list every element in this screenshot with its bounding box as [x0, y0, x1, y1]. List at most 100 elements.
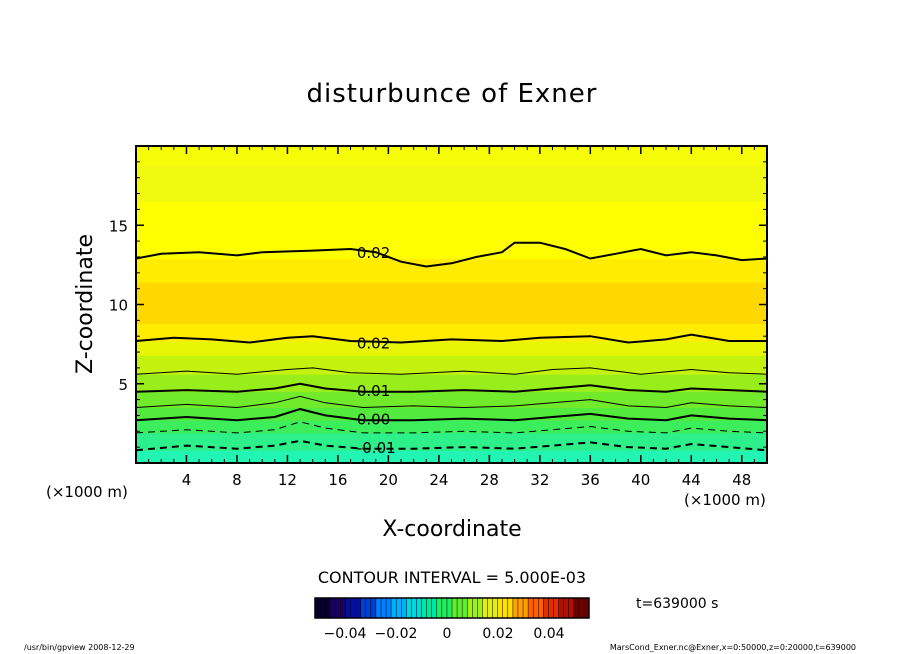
colorbar-stripe-21 [421, 598, 427, 618]
footer-right-note: MarsCond_Exner.nc@Exner,x=0:50000,z=0:20… [610, 643, 856, 652]
chart-title: disturbunce of Exner [307, 79, 598, 109]
colorbar-stripe-1 [320, 598, 326, 618]
footer-left-note: /usr/bin/gpview 2008-12-29 [24, 643, 135, 652]
y-tick-label-1: 10 [109, 297, 128, 315]
colorbar-stripe-8 [355, 598, 361, 618]
colorbar-stripe-37 [502, 598, 509, 618]
colorbar-tick-label-0: −0.04 [324, 626, 367, 642]
x-tick-label-4: 20 [379, 471, 398, 489]
time-label: t=639000 s [636, 596, 718, 612]
colorbar-stripe-48 [558, 598, 564, 618]
colorbar-stripe-5 [340, 598, 346, 618]
colorbar-stripe-52 [578, 598, 585, 618]
contour-label-0: 0.02 [357, 244, 390, 262]
colorbar-stripe-35 [492, 598, 498, 618]
contour-label-3: 0.00 [357, 411, 390, 429]
contour-label-2: 0.01 [357, 382, 390, 400]
colorbar-stripe-4 [335, 598, 341, 618]
colorbar-tick-label-3: 0.02 [482, 626, 513, 642]
colorbar-stripe-39 [512, 598, 519, 618]
x-axis-ticks: 4 8 12 16 20 24 28 32 36 40 44 48 [148, 146, 755, 489]
x-tick-label-5: 24 [429, 471, 448, 489]
colorbar-stripe-10 [365, 598, 372, 618]
x-tick-label-7: 32 [530, 471, 549, 489]
y-axis-ticks: 5 10 15 [109, 161, 767, 448]
colorbar-stripe-47 [553, 598, 559, 618]
colorbar-stripe-23 [431, 598, 438, 618]
x-tick-label-1: 8 [232, 471, 242, 489]
colorbar-stripe-18 [406, 598, 412, 618]
x-tick-label-3: 16 [328, 471, 347, 489]
contour-label-1: 0.02 [357, 335, 390, 353]
contour-line-3 [136, 382, 767, 393]
colorbar-stripe-25 [441, 598, 448, 618]
contour-line-7 [136, 439, 767, 452]
colorbar-stripe-28 [457, 598, 463, 618]
colorbar-stripe-15 [391, 598, 397, 618]
colorbar-stripe-40 [517, 598, 524, 618]
fill-band-1 [136, 432, 767, 451]
y-axis-label: Z-coordinate [73, 234, 98, 374]
contour-line-0 [136, 241, 767, 268]
fill-band-11 [136, 201, 767, 260]
x-axis-label: X-coordinate [382, 517, 521, 542]
fill-band-7 [136, 340, 767, 356]
y-tick-label-0: 5 [118, 376, 128, 394]
contour-labels: 0.02 0.02 0.01 0.00 -0.01 [357, 244, 396, 457]
plot-area: 0.020.020.010.00-0.01 4 8 12 16 20 24 28 32 36 40… [109, 145, 768, 489]
colorbar-stripe-24 [436, 598, 443, 618]
colorbar-stripe-29 [462, 598, 468, 618]
colorbar-stripe-14 [386, 598, 392, 618]
colorbar-stripe-27 [452, 598, 458, 618]
colorbar-stripe-34 [487, 598, 493, 618]
colorbar-stripe-46 [548, 598, 554, 618]
colorbar-stripe-19 [411, 598, 417, 618]
fill-band-12 [136, 165, 767, 202]
colorbar-stripe-41 [523, 598, 529, 618]
fill-band-10 [136, 258, 767, 283]
contour-line-1 [136, 333, 767, 344]
colorbar-stripe-43 [533, 598, 539, 618]
colorbar-stripe-26 [446, 598, 453, 618]
x-axis-unit-left: (×1000 m) [46, 483, 128, 501]
fill-band-0 [136, 450, 767, 463]
contour-line-4 [136, 395, 767, 409]
colorbar: −0.04 −0.02 0 0.02 0.04 [314, 597, 590, 642]
colorbar-stripe-7 [350, 598, 356, 618]
colorbar-stripe-50 [568, 598, 575, 618]
colorbar-stripe-32 [477, 598, 483, 618]
contour-label-4: -0.01 [357, 439, 396, 457]
colorbar-stripe-49 [563, 598, 570, 618]
colorbar-stripe-36 [497, 598, 504, 618]
colorbar-stripe-0 [315, 598, 321, 618]
colorbar-stripe-30 [467, 598, 473, 618]
colorbar-tick-label-2: 0 [443, 626, 452, 642]
x-axis-unit-right: (×1000 m) [684, 491, 766, 509]
colorbar-stripe-13 [380, 598, 387, 618]
contour-line-2 [136, 367, 767, 375]
colorbar-stripe-3 [330, 598, 336, 618]
colorbar-stripe-53 [583, 598, 590, 618]
colorbar-stripe-17 [401, 598, 407, 618]
fill-band-4 [136, 391, 767, 409]
fill-band-9 [136, 282, 767, 325]
x-tick-label-0: 4 [182, 471, 192, 489]
contour-line-6 [136, 421, 767, 434]
colorbar-stripe-2 [325, 598, 331, 618]
fill-band-5 [136, 374, 767, 393]
x-tick-label-10: 44 [682, 471, 701, 489]
colorbar-stripe-33 [482, 598, 488, 618]
colorbar-stripe-20 [416, 598, 422, 618]
colorbar-stripe-38 [507, 598, 514, 618]
colorbar-stripe-16 [396, 598, 402, 618]
x-tick-label-8: 36 [581, 471, 600, 489]
x-tick-label-2: 12 [278, 471, 297, 489]
colorbar-stripe-45 [543, 598, 549, 618]
x-tick-label-11: 48 [732, 471, 751, 489]
colorbar-stripe-11 [370, 598, 377, 618]
contour-interval-text: CONTOUR INTERVAL = 5.000E-03 [318, 568, 586, 587]
colorbar-stripe-44 [538, 598, 544, 618]
x-tick-label-9: 40 [631, 471, 650, 489]
colorbar-stripe-51 [573, 598, 580, 618]
